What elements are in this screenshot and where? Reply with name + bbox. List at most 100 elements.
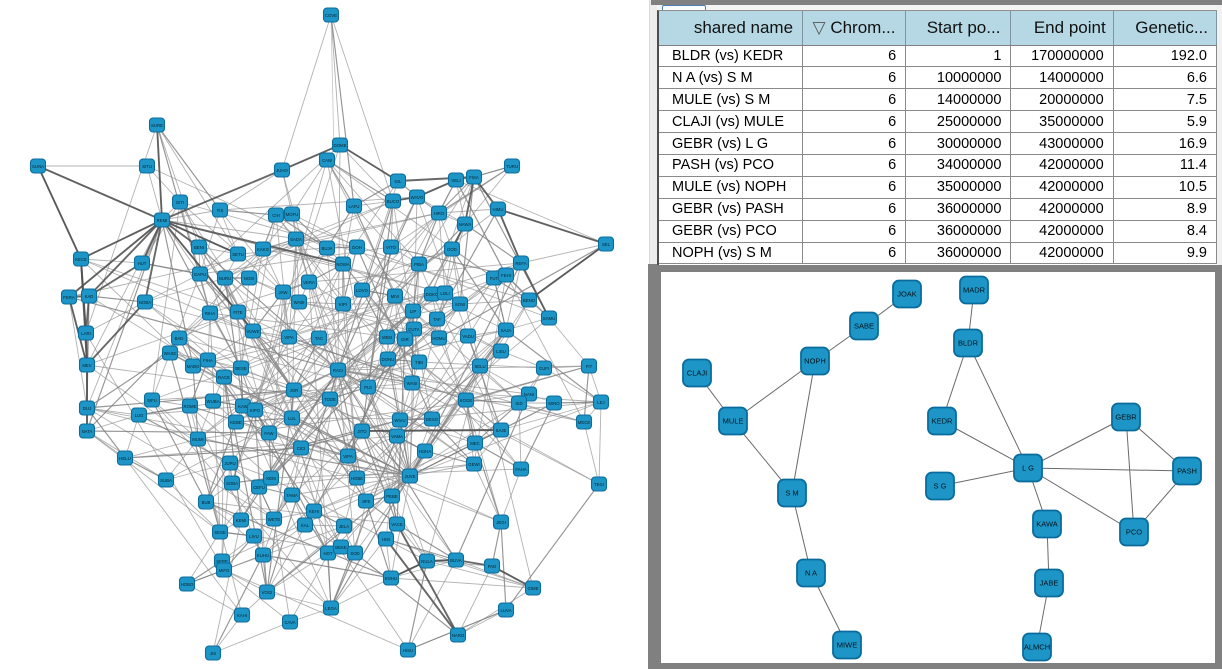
svg-text:KAW: KAW — [238, 404, 249, 409]
svg-text:PEBE: PEBE — [386, 494, 398, 499]
svg-text:MIWE: MIWE — [837, 641, 857, 650]
svg-text:MUMI: MUMI — [192, 437, 203, 442]
svg-text:LUL: LUL — [288, 416, 296, 421]
svg-text:GEBR: GEBR — [1115, 413, 1137, 422]
svg-text:MEM: MEM — [382, 335, 392, 340]
svg-text:SEL: SEL — [602, 242, 611, 247]
svg-text:KEMI: KEMI — [236, 518, 247, 523]
svg-text:VADU: VADU — [462, 334, 474, 339]
svg-text:PIJI: PIJI — [364, 385, 371, 390]
svg-text:DOD: DOD — [447, 247, 457, 252]
svg-text:KIPI: KIPI — [339, 302, 347, 307]
svg-text:HIMU: HIMU — [493, 207, 504, 212]
svg-text:KEDR: KEDR — [932, 417, 953, 426]
svg-text:LOVO: LOVO — [356, 288, 369, 293]
svg-text:KEBE: KEBE — [230, 420, 242, 425]
svg-text:CAVA: CAVA — [284, 620, 295, 625]
svg-text:BEKE: BEKE — [335, 545, 347, 550]
svg-text:KIPO: KIPO — [250, 408, 261, 413]
svg-text:SOBA: SOBA — [226, 481, 238, 486]
svg-text:SUNA: SUNA — [32, 164, 44, 169]
svg-text:CLAJI: CLAJI — [687, 369, 707, 378]
svg-text:NOPH: NOPH — [804, 357, 826, 366]
svg-text:BUVA: BUVA — [450, 558, 462, 563]
svg-text:LUVA: LUVA — [501, 608, 512, 613]
svg-text:SITU: SITU — [142, 164, 152, 169]
svg-text:RIHA: RIHA — [205, 311, 215, 316]
svg-text:HELU: HELU — [119, 456, 130, 461]
svg-text:SETU: SETU — [232, 252, 243, 257]
svg-text:WETE: WETE — [268, 517, 281, 522]
svg-text:WASI: WASI — [407, 381, 418, 386]
svg-text:TURU: TURU — [506, 164, 518, 169]
svg-text:LUG: LUG — [135, 413, 144, 418]
svg-text:PIBA: PIBA — [414, 262, 424, 267]
svg-text:S M: S M — [785, 489, 798, 498]
svg-text:WABI: WABI — [294, 300, 305, 305]
svg-text:CUFI: CUFI — [539, 366, 549, 371]
svg-text:KAD: KAD — [85, 294, 94, 299]
svg-text:LOLI: LOLI — [440, 291, 449, 296]
svg-text:LEGA: LEGA — [325, 606, 337, 611]
svg-text:SADA: SADA — [290, 237, 302, 242]
svg-text:S G: S G — [934, 482, 947, 491]
svg-text:HIRO: HIRO — [434, 211, 445, 216]
svg-text:REMI: REMI — [157, 218, 168, 223]
svg-text:KOGE: KOGE — [460, 398, 473, 403]
svg-text:KEM: KEM — [266, 476, 276, 481]
svg-text:JITO: JITO — [357, 429, 367, 434]
svg-text:TODE: TODE — [324, 397, 336, 402]
svg-text:MABO: MABO — [187, 364, 200, 369]
svg-text:PAD: PAD — [488, 564, 497, 569]
svg-text:DESO: DESO — [426, 417, 439, 422]
svg-text:FISA: FISA — [469, 175, 479, 180]
svg-text:NOWA: NOWA — [336, 262, 349, 267]
svg-text:VIPA: VIPA — [284, 335, 294, 340]
svg-text:JIS: JIS — [210, 651, 216, 656]
svg-text:TAF: TAF — [433, 317, 441, 322]
svg-text:SESE: SESE — [214, 530, 226, 535]
svg-text:NURU: NURU — [219, 276, 231, 281]
svg-text:GEWI: GEWI — [468, 462, 479, 467]
svg-text:JOR: JOR — [290, 388, 299, 393]
svg-text:HISU: HISU — [403, 648, 413, 653]
svg-text:BENO: BENO — [523, 298, 536, 303]
svg-text:BAD: BAD — [175, 336, 184, 341]
svg-text:SUBA: SUBA — [160, 478, 172, 483]
svg-text:JIFE: JIFE — [362, 499, 371, 504]
svg-text:MADR: MADR — [963, 286, 986, 295]
svg-text:JUVE: JUVE — [405, 474, 416, 479]
svg-text:HISI: HISI — [382, 537, 390, 542]
svg-text:VERA: VERA — [303, 280, 315, 285]
svg-text:KAHI: KAHI — [237, 613, 247, 618]
svg-text:NATA: NATA — [82, 429, 93, 434]
svg-text:TIBI: TIBI — [415, 360, 423, 365]
svg-text:COVE: COVE — [325, 13, 337, 18]
svg-text:VITO: VITO — [386, 245, 397, 250]
svg-text:LEJ: LEJ — [597, 400, 604, 405]
svg-text:VAMA: VAMA — [391, 434, 403, 439]
svg-text:NANI: NANI — [524, 392, 534, 397]
svg-text:BUJA: BUJA — [322, 246, 333, 251]
svg-text:KUHU: KUHU — [257, 553, 269, 558]
svg-text:CICI: CICI — [297, 446, 306, 451]
svg-text:NAWA: NAWA — [459, 222, 472, 227]
svg-text:DOH: DOH — [352, 245, 362, 250]
svg-text:SID: SID — [515, 401, 522, 406]
svg-text:HOBE: HOBE — [351, 476, 363, 481]
svg-text:MOFU: MOFU — [286, 212, 299, 217]
svg-text:NARO: NARO — [452, 633, 465, 638]
svg-text:BUCO: BUCO — [387, 199, 400, 204]
svg-text:SEPE: SEPE — [216, 559, 228, 564]
svg-text:HOT: HOT — [323, 551, 332, 556]
svg-text:ALMCH: ALMCH — [1024, 643, 1050, 652]
svg-text:JAW: JAW — [279, 290, 289, 295]
svg-text:JELA: JELA — [339, 524, 349, 529]
svg-text:L G: L G — [1022, 464, 1034, 473]
svg-text:NOSI: NOSI — [244, 276, 255, 281]
svg-text:JUHO: JUHO — [276, 168, 288, 173]
svg-text:MECE: MECE — [578, 420, 591, 425]
svg-text:DIR: DIR — [401, 337, 408, 342]
svg-text:WUBA: WUBA — [207, 399, 220, 404]
svg-text:HOHA: HOHA — [419, 449, 432, 454]
